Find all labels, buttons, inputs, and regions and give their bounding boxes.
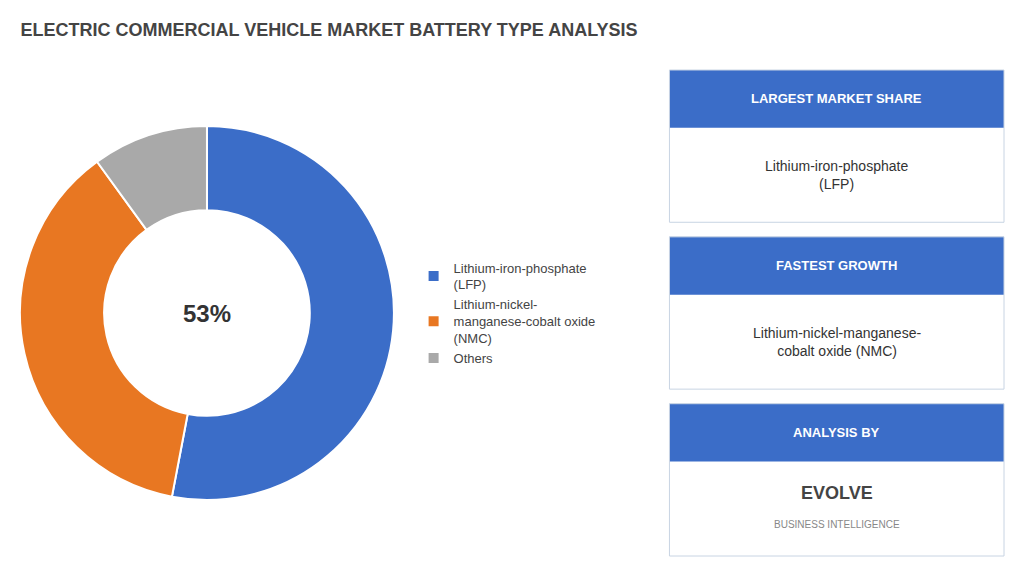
svg-text:Lithium-nickel-manganese-cobal: Lithium-nickel-manganese-cobalt oxide (N… — [753, 325, 921, 359]
svg-text:FASTEST GROWTH: FASTEST GROWTH — [776, 258, 897, 273]
svg-text:ELECTRIC COMMERCIAL VEHICLE MA: ELECTRIC COMMERCIAL VEHICLE MARKET BATTE… — [20, 20, 637, 40]
svg-text:LARGEST MARKET SHARE: LARGEST MARKET SHARE — [751, 91, 922, 106]
svg-text:Lithium-nickel-manganese-cobal: Lithium-nickel-manganese-cobalt oxide(NM… — [454, 297, 596, 346]
svg-text:53%: 53% — [183, 300, 231, 327]
svg-text:Others: Others — [454, 351, 494, 366]
svg-text:ANALYSIS BY: ANALYSIS BY — [793, 425, 880, 440]
svg-text:Lithium-iron-phosphate(LFP): Lithium-iron-phosphate(LFP) — [454, 261, 587, 293]
svg-text:EVOLVE: EVOLVE — [801, 483, 873, 503]
svg-text:Lithium-iron-phosphate(LFP): Lithium-iron-phosphate(LFP) — [765, 158, 908, 192]
svg-text:BUSINESS INTELLIGENCE: BUSINESS INTELLIGENCE — [774, 519, 900, 530]
